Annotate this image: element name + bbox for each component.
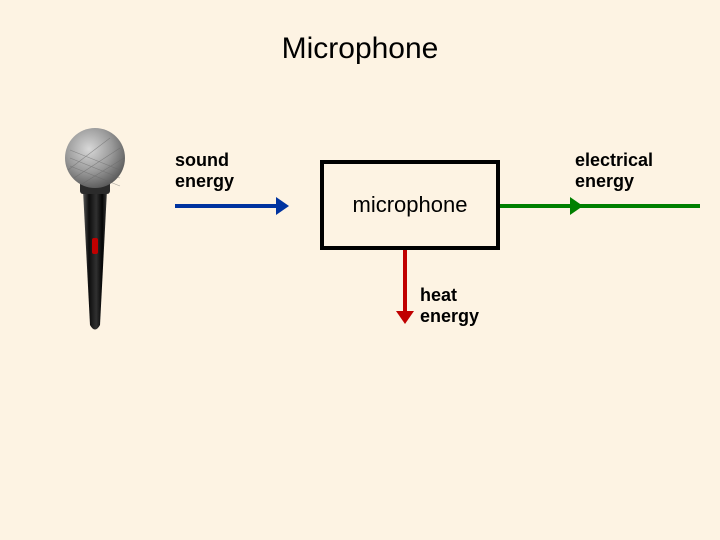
device-box-label: microphone <box>353 192 468 218</box>
heat-energy-label: heat energy <box>420 285 479 326</box>
input-arrow-line <box>175 204 276 208</box>
input-energy-label: sound energy <box>175 150 234 191</box>
heat-line2: energy <box>420 306 479 326</box>
output-arrow-head <box>570 197 583 215</box>
output-energy-label: electrical energy <box>575 150 653 191</box>
page-title: Microphone <box>0 32 720 66</box>
output-line1: electrical <box>575 150 653 170</box>
heat-arrow-head <box>396 311 414 324</box>
heat-arrow-line <box>403 250 407 311</box>
device-box: microphone <box>320 160 500 250</box>
output-arrow-line <box>500 204 700 208</box>
microphone-icon <box>50 120 140 340</box>
input-arrow-head <box>276 197 289 215</box>
input-line1: sound <box>175 150 229 170</box>
output-line2: energy <box>575 171 634 191</box>
input-line2: energy <box>175 171 234 191</box>
heat-line1: heat <box>420 285 457 305</box>
